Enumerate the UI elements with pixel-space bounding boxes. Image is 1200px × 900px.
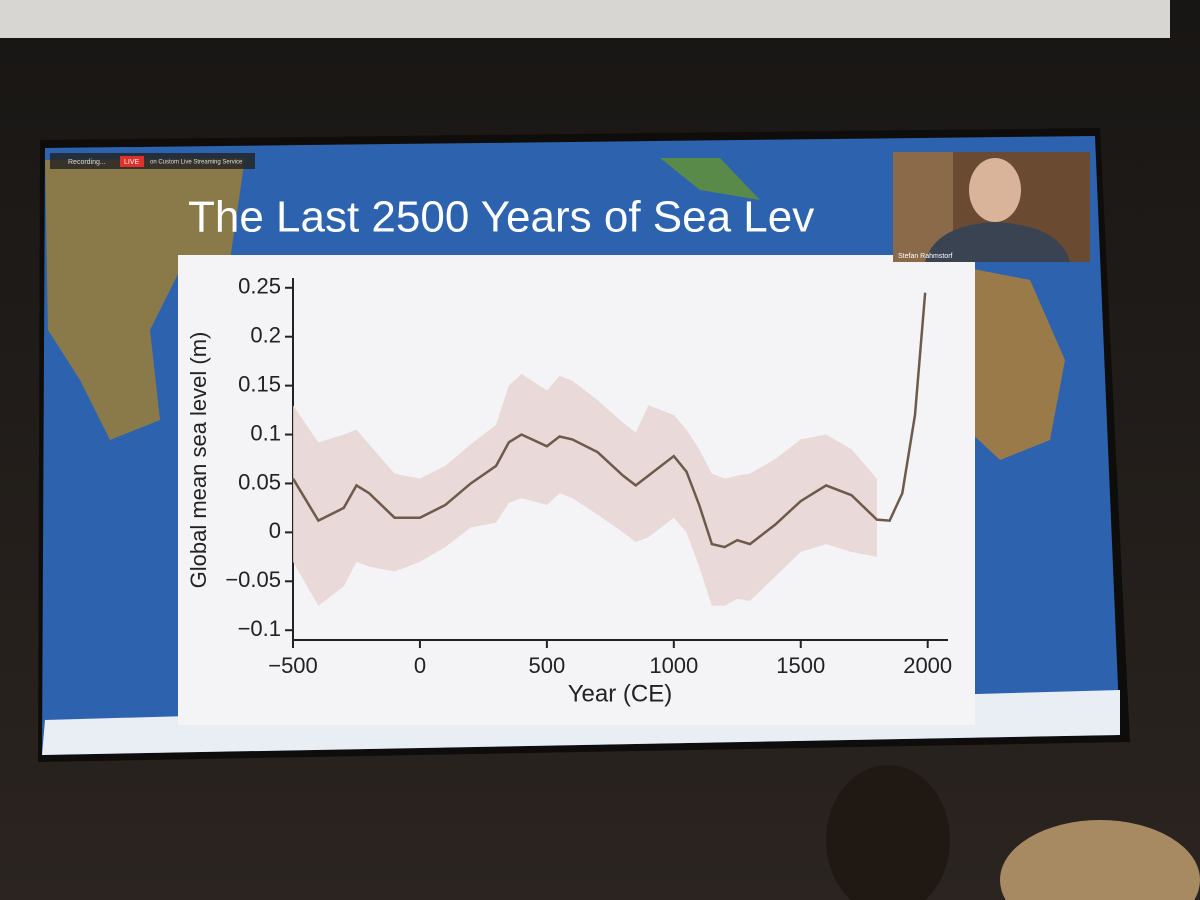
jacket [925,222,1070,262]
australia [968,268,1065,460]
y-tick-label: 0.25 [238,274,281,299]
y-tick-label: 0.15 [238,371,281,396]
audience-head [1000,820,1200,900]
stream: on Custom Live Streaming Service [150,160,243,166]
zoom-bar [50,153,255,169]
x-tick-label: 1000 [649,653,698,678]
y-tick-label: 0.2 [250,323,281,348]
sea-level-line [291,292,927,549]
speaker-name: Stefan Rahmstorf [898,253,953,260]
ceiling-panel [0,0,1170,38]
recording: Recording... [68,159,106,166]
live-badge [120,156,144,167]
x-tick-label: 0 [414,653,426,678]
plot: −0.1 −0.05 0 0.05 0.1 0.15 0.2 0.25 −500 0 500 1000… [225,274,952,678]
x-tick-label: 1500 [776,653,825,678]
asia [660,158,760,200]
live: LIVE [124,159,140,166]
y-tick-label: 0 [269,518,281,543]
x-tick-label: 500 [529,653,566,678]
slide-title: The Last 2500 Years of Sea Lev [188,193,814,242]
face [969,158,1021,222]
africa [45,158,245,440]
uncertainty-band [293,373,877,606]
y-tick-label: −0.05 [225,567,281,592]
y-axis-label: Global mean sea level (m) [186,332,211,589]
y-tick-label: 0.1 [250,420,281,445]
x-axis-label: Year (CE) [568,680,672,707]
y-tick-label: −0.1 [238,616,281,641]
audience-head [826,765,950,900]
x-tick-label: 2000 [903,653,952,678]
y-tick-label: 0.05 [238,469,281,494]
x-tick-label: −500 [268,653,318,678]
